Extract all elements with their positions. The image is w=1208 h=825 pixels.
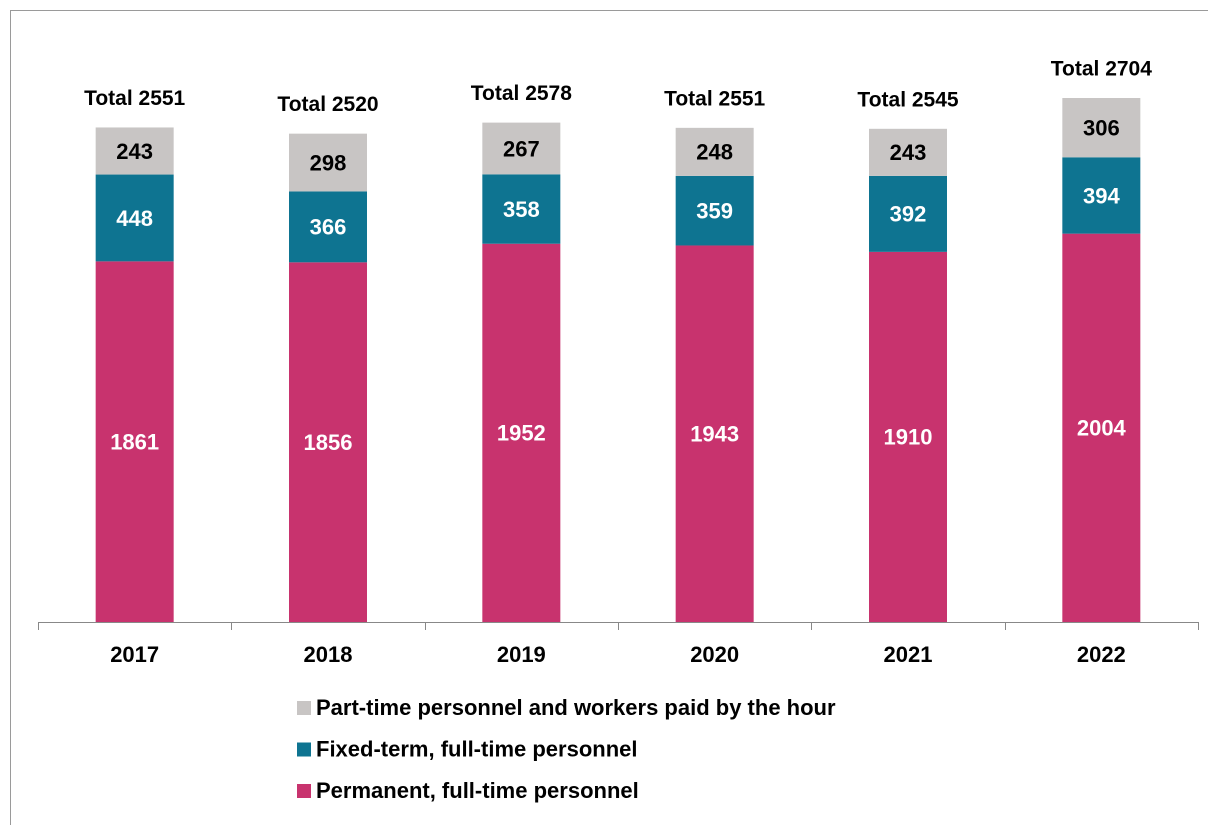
legend-label: Part-time personnel and workers paid by … [316, 695, 836, 720]
data-label: 2004 [1077, 416, 1127, 441]
x-tick-label: 2018 [304, 642, 353, 667]
bar-segment [482, 174, 561, 244]
x-tick-label: 2022 [1077, 642, 1126, 667]
legend-swatch [297, 701, 311, 715]
total-label: Total 2578 [471, 82, 572, 105]
data-label: 359 [696, 198, 733, 223]
bar-segment [95, 174, 174, 262]
bar-segment [95, 127, 174, 175]
legend-swatch [297, 784, 311, 798]
total-label: Total 2704 [1051, 58, 1152, 81]
data-label: 1856 [304, 430, 353, 455]
data-label: 366 [310, 215, 347, 240]
data-label: 1943 [690, 422, 739, 447]
x-tick-label: 2017 [110, 642, 159, 667]
bar-segment [482, 243, 561, 622]
data-label: 243 [890, 140, 927, 165]
data-label: 298 [310, 150, 347, 175]
data-label: 392 [890, 202, 927, 227]
data-label: 1952 [497, 421, 546, 446]
legend-label: Permanent, full-time personnel [316, 778, 639, 803]
total-label: Total 2520 [277, 93, 378, 116]
data-label: 394 [1083, 183, 1120, 208]
bar-segment [675, 245, 754, 622]
data-label: 243 [116, 139, 153, 164]
frame [10, 10, 1208, 825]
total-label: Total 2545 [857, 88, 958, 111]
data-label: 358 [503, 197, 540, 222]
bar-segment [1062, 233, 1141, 623]
data-label: 1910 [884, 425, 933, 450]
bar-segment [289, 133, 367, 192]
data-label: 306 [1083, 115, 1120, 140]
bar-segment [869, 175, 947, 252]
bar-segment [482, 122, 561, 175]
data-label: 248 [696, 140, 733, 165]
bar-segment [95, 261, 174, 622]
bar-segment [869, 251, 947, 622]
x-tick-label: 2020 [690, 642, 739, 667]
legend-label: Fixed-term, full-time personnel [316, 736, 638, 761]
data-label: 1861 [110, 429, 159, 454]
bar-segment [289, 262, 367, 622]
bar-segment [675, 127, 754, 176]
bar-segment [869, 128, 947, 176]
data-label: 267 [503, 136, 540, 161]
total-label: Total 2551 [84, 87, 185, 110]
bar-segment [675, 175, 754, 246]
x-tick-label: 2021 [884, 642, 933, 667]
total-label: Total 2551 [664, 87, 765, 110]
bar-segment [1062, 98, 1141, 158]
x-tick-label: 2019 [497, 642, 546, 667]
bar-segment [289, 191, 367, 263]
data-label: 448 [116, 206, 153, 231]
bar-segment [1062, 157, 1141, 234]
legend-swatch [297, 742, 311, 757]
